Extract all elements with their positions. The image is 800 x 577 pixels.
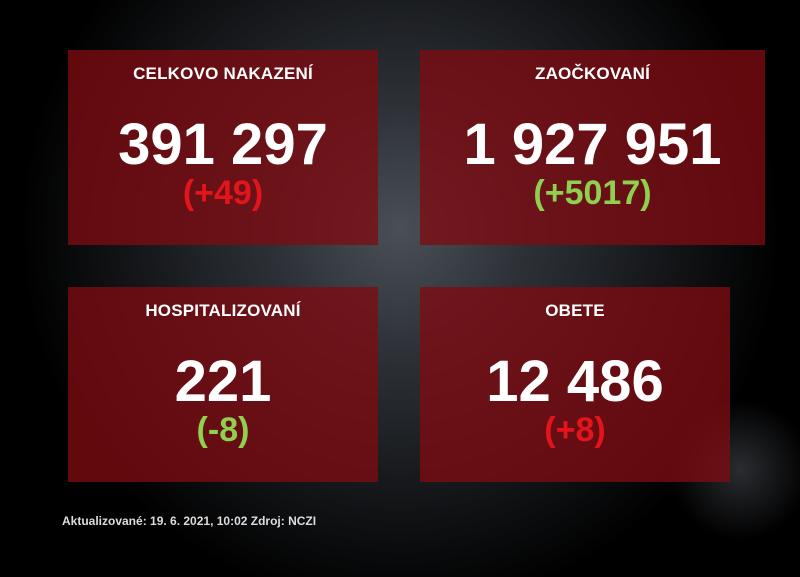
panel-title: ZAOČKOVANÍ xyxy=(534,64,650,83)
panel-hospitalized: HOSPITALIZOVANÍ 221 (-8) xyxy=(68,287,378,482)
panel-delta: (+5017) xyxy=(533,174,652,212)
panel-title: CELKOVO NAKAZENÍ xyxy=(133,64,313,83)
panel-vaccinated: ZAOČKOVANÍ 1 927 951 (+5017) xyxy=(420,50,765,245)
panel-delta: (+49) xyxy=(182,174,264,212)
panel-delta: (-8) xyxy=(196,411,250,449)
panel-value: 221 xyxy=(174,349,272,414)
panel-title: HOSPITALIZOVANÍ xyxy=(145,301,301,320)
footer-updated-source: Aktualizované: 19. 6. 2021, 10:02 Zdroj:… xyxy=(62,514,317,528)
panel-total-infected: CELKOVO NAKAZENÍ 391 297 (+49) xyxy=(68,50,378,245)
panel-value: 12 486 xyxy=(486,349,664,414)
panel-deaths: OBETE 12 486 (+8) xyxy=(420,287,730,482)
panel-title: OBETE xyxy=(545,301,605,320)
panel-value: 1 927 951 xyxy=(463,112,722,177)
panel-value: 391 297 xyxy=(118,112,328,177)
panel-delta: (+8) xyxy=(544,411,606,449)
